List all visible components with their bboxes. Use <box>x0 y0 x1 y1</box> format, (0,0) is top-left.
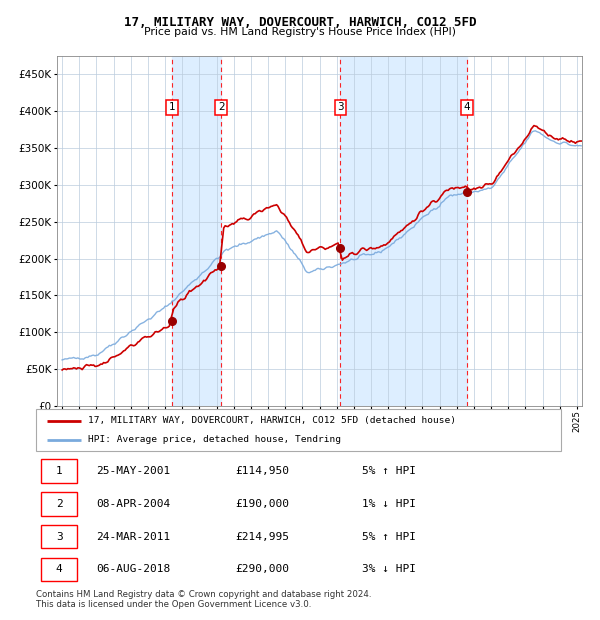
FancyBboxPatch shape <box>36 409 561 451</box>
Text: £114,950: £114,950 <box>235 466 290 476</box>
Text: 3: 3 <box>337 102 344 112</box>
Bar <box>57 56 172 406</box>
Text: Price paid vs. HM Land Registry's House Price Index (HPI): Price paid vs. HM Land Registry's House … <box>144 27 456 37</box>
Text: 06-AUG-2018: 06-AUG-2018 <box>97 564 170 575</box>
Text: 1% ↓ HPI: 1% ↓ HPI <box>361 498 415 509</box>
Text: 4: 4 <box>56 564 62 575</box>
Text: 5% ↑ HPI: 5% ↑ HPI <box>361 466 415 476</box>
FancyBboxPatch shape <box>41 557 77 582</box>
Bar <box>340 56 467 406</box>
Text: 24-MAR-2011: 24-MAR-2011 <box>97 531 170 542</box>
Text: 25-MAY-2001: 25-MAY-2001 <box>97 466 170 476</box>
Text: 4: 4 <box>464 102 470 112</box>
Text: 3% ↓ HPI: 3% ↓ HPI <box>361 564 415 575</box>
Text: 1: 1 <box>169 102 175 112</box>
Text: £214,995: £214,995 <box>235 531 290 542</box>
Text: £290,000: £290,000 <box>235 564 290 575</box>
Bar <box>221 56 340 406</box>
Text: 2: 2 <box>218 102 224 112</box>
FancyBboxPatch shape <box>41 459 77 483</box>
Text: 2: 2 <box>56 498 62 509</box>
FancyBboxPatch shape <box>41 525 77 549</box>
Text: 1: 1 <box>56 466 62 476</box>
Bar <box>172 56 221 406</box>
Bar <box>467 56 582 406</box>
Text: 08-APR-2004: 08-APR-2004 <box>97 498 170 509</box>
Text: This data is licensed under the Open Government Licence v3.0.: This data is licensed under the Open Gov… <box>36 600 311 609</box>
Text: £190,000: £190,000 <box>235 498 290 509</box>
FancyBboxPatch shape <box>41 492 77 516</box>
Text: 17, MILITARY WAY, DOVERCOURT, HARWICH, CO12 5FD (detached house): 17, MILITARY WAY, DOVERCOURT, HARWICH, C… <box>89 416 457 425</box>
Text: 17, MILITARY WAY, DOVERCOURT, HARWICH, CO12 5FD: 17, MILITARY WAY, DOVERCOURT, HARWICH, C… <box>124 16 476 29</box>
Text: HPI: Average price, detached house, Tendring: HPI: Average price, detached house, Tend… <box>89 435 341 445</box>
Text: 3: 3 <box>56 531 62 542</box>
Text: 5% ↑ HPI: 5% ↑ HPI <box>361 531 415 542</box>
Text: Contains HM Land Registry data © Crown copyright and database right 2024.: Contains HM Land Registry data © Crown c… <box>36 590 371 600</box>
